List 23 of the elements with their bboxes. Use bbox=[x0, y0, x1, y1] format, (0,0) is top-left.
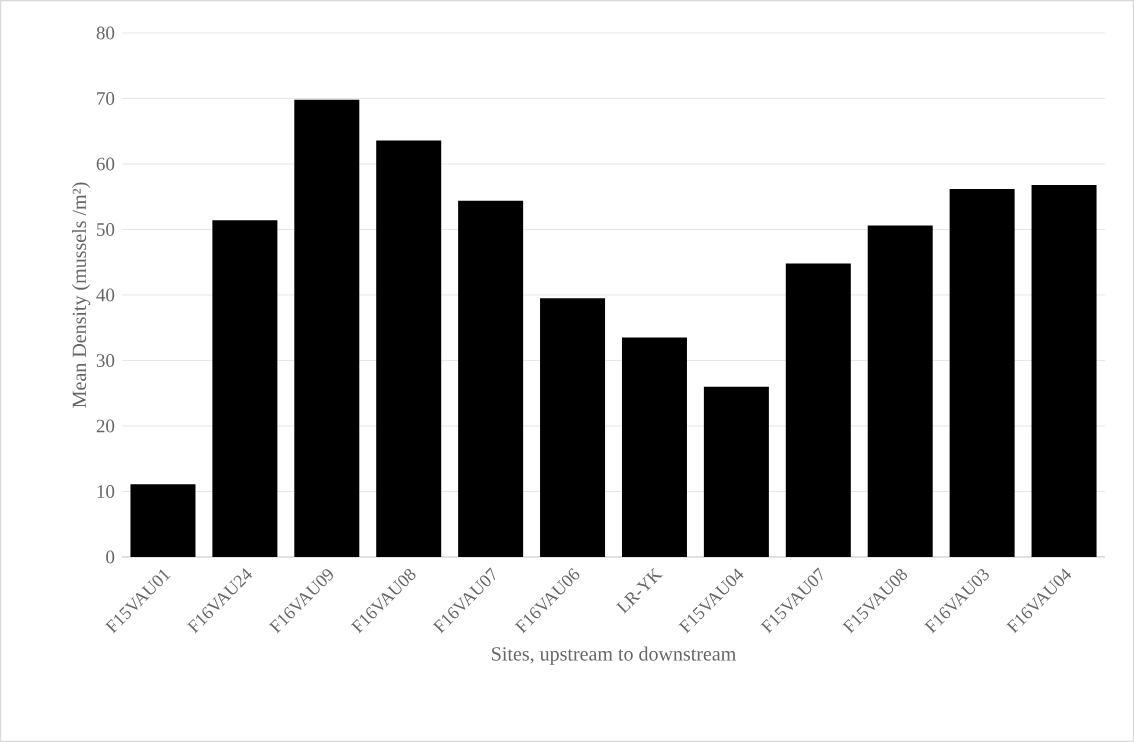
y-tick-label: 70 bbox=[97, 92, 115, 105]
y-tick-label: 0 bbox=[106, 550, 115, 564]
bar bbox=[1031, 184, 1097, 557]
y-axis-title: Mean Density (mussels /m²) bbox=[72, 182, 91, 408]
bar bbox=[540, 298, 606, 557]
y-tick-label: 50 bbox=[97, 223, 115, 236]
y-tick-label: 20 bbox=[96, 419, 115, 433]
bar bbox=[621, 337, 687, 557]
bar bbox=[294, 99, 360, 557]
bar bbox=[212, 220, 278, 557]
bar bbox=[703, 386, 769, 557]
y-tick-label: 40 bbox=[96, 288, 115, 302]
bar bbox=[949, 188, 1015, 557]
bar bbox=[867, 225, 933, 557]
bar bbox=[376, 140, 442, 557]
y-tick-label: 10 bbox=[97, 485, 115, 498]
y-tick-label: 80 bbox=[96, 26, 115, 40]
x-axis-title: Sites, upstream to downstream bbox=[492, 646, 736, 665]
bar bbox=[458, 200, 524, 557]
y-tick-label: 30 bbox=[96, 354, 115, 367]
y-tick-label: 60 bbox=[96, 157, 115, 171]
bar bbox=[130, 484, 196, 557]
bar bbox=[785, 263, 851, 557]
